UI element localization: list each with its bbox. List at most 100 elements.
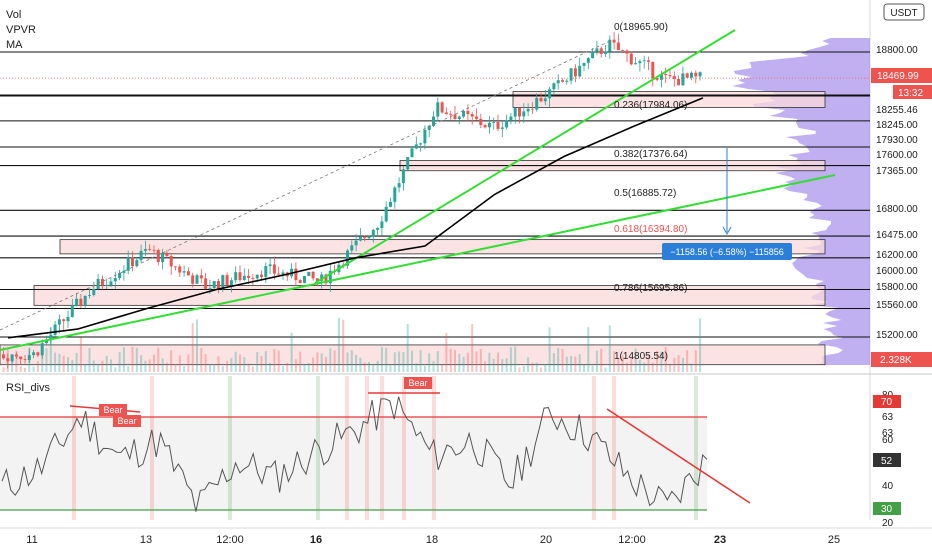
candle-body xyxy=(668,75,672,77)
candle-body xyxy=(389,201,392,207)
volume-bar xyxy=(282,365,284,372)
fib-trend-line[interactable] xyxy=(0,39,613,331)
candle-body xyxy=(634,63,638,65)
bear-marker-0 xyxy=(72,376,76,520)
zone-4[interactable] xyxy=(0,344,826,366)
volume-bar xyxy=(342,319,345,372)
rsi-pane[interactable]: Bear Bear Bear RSI_divs 80 70 63 63 60 5… xyxy=(0,376,901,529)
last-price-label: 18469.99 xyxy=(877,71,919,82)
candle-body xyxy=(629,53,633,65)
candle-body xyxy=(500,127,504,129)
volume-bar xyxy=(608,325,611,372)
candle-body xyxy=(642,60,646,62)
volume-bar xyxy=(105,355,108,372)
fib-label-0: 0(18965.90) xyxy=(614,22,668,33)
volume-bar xyxy=(462,356,465,372)
volume-bar xyxy=(135,347,138,372)
candle-body xyxy=(599,48,603,54)
volume-bar xyxy=(329,348,332,372)
volume-bar xyxy=(398,351,401,372)
volume-bar xyxy=(247,363,250,372)
candle-body xyxy=(376,227,380,230)
indicator-vpvr-label[interactable]: VPVR xyxy=(6,24,36,36)
volume-bar xyxy=(643,362,646,372)
indicator-vol-label[interactable]: Vol xyxy=(6,9,21,21)
volume-bar xyxy=(140,355,143,372)
candle-body xyxy=(651,61,655,79)
candle-body xyxy=(40,343,44,356)
candle-body xyxy=(165,252,169,257)
fib-label-2: 0.382(17376.64) xyxy=(614,149,687,160)
candle-body xyxy=(535,97,539,110)
fib-label-3: 0.5(16885.72) xyxy=(614,188,676,199)
measure-label-box xyxy=(662,243,792,260)
volume-bar xyxy=(669,364,671,372)
candle-body xyxy=(591,51,595,59)
volume-bar xyxy=(402,352,405,372)
trend-line-upper[interactable] xyxy=(314,29,736,284)
rsi-title[interactable]: RSI_divs xyxy=(6,382,51,394)
currency-button[interactable] xyxy=(883,3,925,21)
candle-body xyxy=(251,277,255,279)
measure-label: −1158.56 (−6.58%) −115856 xyxy=(670,247,784,257)
time-axis[interactable]: 11 13 12:00 16 18 20 12:00 23 25 xyxy=(26,534,840,546)
volume-bar xyxy=(626,362,628,372)
volume-bar xyxy=(45,348,48,372)
volume-bar xyxy=(363,362,366,372)
candle-body xyxy=(83,295,87,306)
measure-tool[interactable]: −1158.56 (−6.58%) −115856 xyxy=(662,148,792,260)
volume-bar xyxy=(71,359,74,372)
candle-body xyxy=(427,125,431,130)
candle-body xyxy=(530,108,534,110)
volume-bar xyxy=(406,323,409,372)
candle-body xyxy=(616,42,620,51)
candle-body xyxy=(62,319,66,322)
price-axis[interactable]: USDT 18800.00 18469.99 13:32 18255.46 18… xyxy=(871,3,932,367)
volume-bar xyxy=(36,361,39,372)
rsi-band xyxy=(0,417,707,510)
zone-3[interactable] xyxy=(33,285,826,306)
candle-body xyxy=(247,275,251,278)
volume-bar xyxy=(574,356,577,372)
volume-bar xyxy=(174,364,177,372)
volume-bar xyxy=(694,350,697,372)
candle-body xyxy=(569,68,573,81)
trend-line-lower[interactable] xyxy=(0,174,836,351)
candle-body xyxy=(88,295,91,296)
volume-bar xyxy=(157,347,160,372)
volume-bar xyxy=(471,323,474,372)
volume-bar xyxy=(492,358,495,372)
candle-body xyxy=(113,278,117,282)
candle-body xyxy=(118,272,122,279)
volume-bar xyxy=(251,366,254,372)
indicator-ma-label[interactable]: MA xyxy=(6,39,23,51)
volume-bar xyxy=(415,363,418,372)
volume-bar xyxy=(260,355,263,372)
volume-bar xyxy=(527,357,530,372)
candle-body xyxy=(303,275,306,284)
volume-bar xyxy=(436,351,439,372)
time-label-13: 13 xyxy=(140,534,152,546)
candle-body xyxy=(260,274,263,277)
price-label-18255: 18255.46 xyxy=(876,105,918,116)
volume-bar xyxy=(613,351,616,372)
candle-body xyxy=(466,110,470,115)
zone-2[interactable] xyxy=(59,239,826,255)
bull-marker-0 xyxy=(228,376,232,520)
volume-bar xyxy=(634,348,637,372)
volume-bar xyxy=(346,352,349,372)
volume-bar xyxy=(651,362,654,372)
fib-retracement: 0(18965.90) 0.236(17984.06) 0.382(17376.64… xyxy=(0,22,687,362)
candle-body xyxy=(659,74,663,80)
volume-bar xyxy=(286,362,289,372)
candle-body xyxy=(690,72,693,78)
volume-bar xyxy=(423,365,426,372)
volume-bar xyxy=(664,346,667,372)
volume-bar xyxy=(484,361,487,372)
volume-bar xyxy=(226,360,229,372)
bear-badge-3 xyxy=(404,377,432,389)
volume-bar xyxy=(75,353,78,372)
candle-body xyxy=(36,352,40,356)
